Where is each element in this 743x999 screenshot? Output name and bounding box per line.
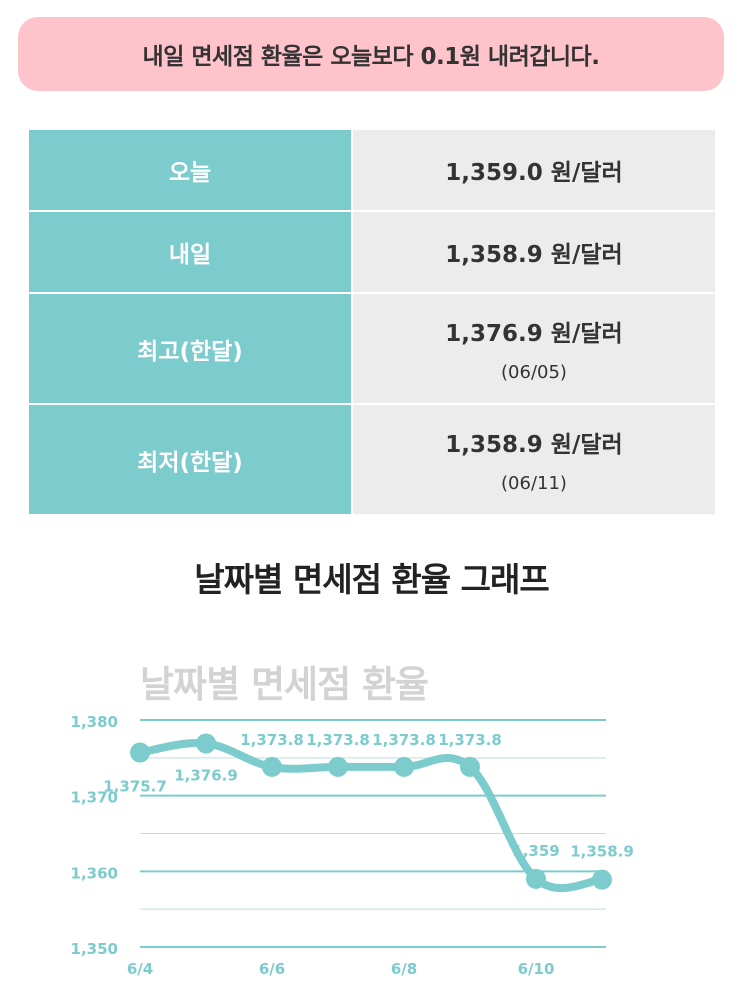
data-label: 1,376.9 <box>174 766 238 784</box>
rate-date: (06/11) <box>501 473 567 494</box>
rate-value: 1,359.0 원/달러 <box>445 160 623 186</box>
data-point <box>196 733 216 754</box>
row-value-month-high: 1,376.9 원/달러 (06/05) <box>352 293 715 405</box>
rate-value: 1,358.9 원/달러 <box>445 242 623 268</box>
table-row-month-high: 최고(한달) 1,376.9 원/달러 (06/05) <box>29 293 715 405</box>
data-label: 1,359 <box>512 842 559 860</box>
notice-text: 내일 면세점 환율은 오늘보다 0.1원 내려갑니다. <box>142 44 600 70</box>
data-label: 1,373.8 <box>240 731 304 749</box>
series-line <box>136 739 606 893</box>
axis-labels: 1,350 1,360 1,370 1,380 6/4 6/6 6/8 6/10 <box>71 713 555 978</box>
data-label: 1,358.9 <box>570 843 634 861</box>
data-label: 1,373.8 <box>306 731 370 749</box>
data-point <box>526 868 546 889</box>
chart-title: 날짜별 면세점 환율 <box>140 663 428 706</box>
row-value-month-low: 1,358.9 원/달러 (06/11) <box>352 404 715 516</box>
series-line-path <box>136 739 606 893</box>
y-tick-label: 1,370 <box>71 789 118 807</box>
rate-date: (06/05) <box>501 362 567 383</box>
grid-lines <box>140 719 606 948</box>
section-title: 날짜별 면세점 환율 그래프 <box>194 560 549 599</box>
rate-line-chart: 날짜별 면세점 환율 1,350 1,360 1,370 1,380 6/4 6/6 6/8… <box>71 663 634 978</box>
data-point <box>460 756 480 777</box>
y-tick-label: 1,350 <box>71 940 118 958</box>
rate-value: 1,376.9 원/달러 <box>445 321 623 347</box>
data-label: 1,373.8 <box>438 731 502 749</box>
exchange-rate-table: 오늘 1,359.0 원/달러 내일 1,358.9 원/달러 최고(한달) 1… <box>29 130 715 516</box>
row-label-month-high: 최고(한달) <box>29 293 353 405</box>
data-label: 1,375.7 <box>103 778 167 796</box>
x-tick-label: 6/10 <box>518 960 555 978</box>
y-tick-label: 1,380 <box>71 713 118 731</box>
row-label-today: 오늘 <box>29 130 353 212</box>
table-row-month-low: 최저(한달) 1,358.9 원/달러 (06/11) <box>29 404 715 516</box>
data-point <box>394 756 414 777</box>
table-row-today: 오늘 1,359.0 원/달러 <box>29 130 715 212</box>
table-row-tomorrow: 내일 1,358.9 원/달러 <box>29 211 715 294</box>
data-point <box>592 869 612 890</box>
data-labels: 1,375.71,376.91,373.8 1,373.8 1,373.8 1,373… <box>103 731 634 861</box>
x-tick-label: 6/6 <box>259 960 285 978</box>
data-label: 1,373.8 <box>372 731 436 749</box>
row-label-month-low: 최저(한달) <box>29 404 353 516</box>
y-tick-label: 1,360 <box>71 864 118 882</box>
data-point <box>328 756 348 777</box>
row-label-tomorrow: 내일 <box>29 211 353 294</box>
data-point <box>130 742 150 763</box>
row-value-today: 1,359.0 원/달러 <box>352 130 715 212</box>
rate-value: 1,358.9 원/달러 <box>445 432 623 458</box>
x-tick-label: 6/8 <box>391 960 417 978</box>
data-points <box>130 733 612 890</box>
data-point <box>262 756 282 777</box>
notice-banner: 내일 면세점 환율은 오늘보다 0.1원 내려갑니다. <box>18 17 724 91</box>
row-value-tomorrow: 1,358.9 원/달러 <box>352 211 715 294</box>
x-tick-label: 6/4 <box>127 960 153 978</box>
